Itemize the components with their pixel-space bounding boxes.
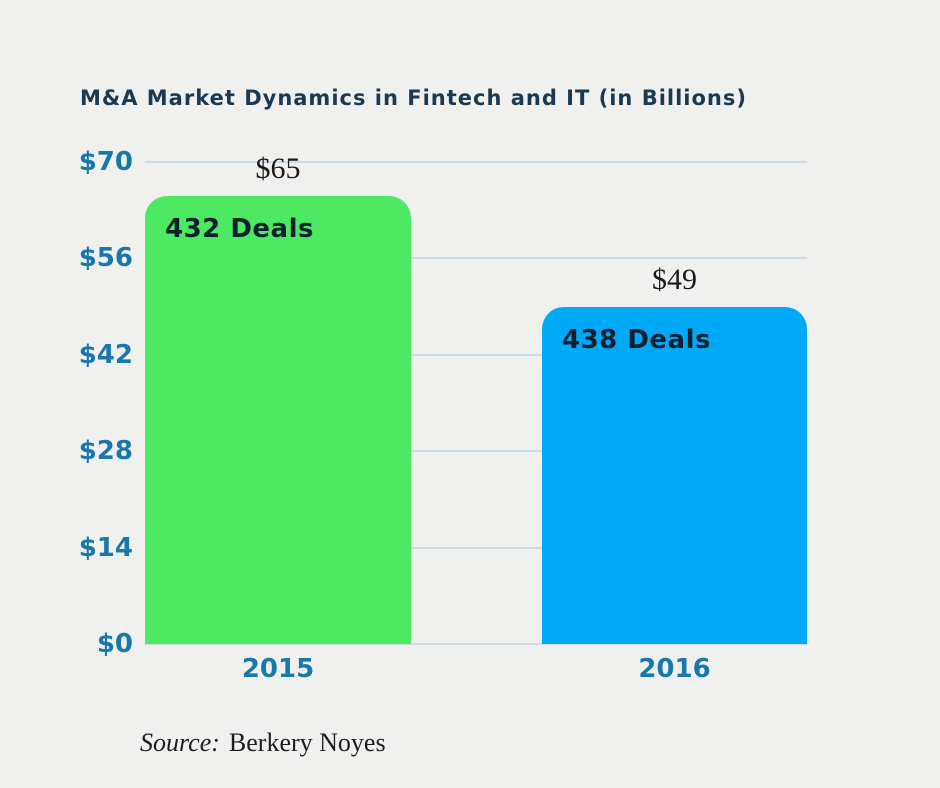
- y-tick-label: $28: [78, 436, 133, 467]
- bar-deals-label: 438 Deals: [562, 324, 711, 355]
- gridline: [145, 643, 807, 645]
- gridline: [145, 353, 807, 356]
- plot-area: 432 Deals $65 2015 438 Deals $49 2016: [145, 152, 807, 684]
- y-tick-label: $14: [78, 532, 133, 563]
- chart-title: M&A Market Dynamics in Fintech and IT (i…: [80, 86, 747, 110]
- gridline: [145, 546, 807, 549]
- bar-deals-label: 432 Deals: [165, 214, 314, 245]
- y-tick-label: $70: [78, 147, 133, 177]
- bar-2016: 438 Deals: [542, 306, 807, 644]
- y-axis: $70 $56 $42 $28 $14 $0: [0, 147, 133, 659]
- source-note: Source: Berkery Noyes: [140, 728, 386, 758]
- gridline: [145, 450, 807, 453]
- y-tick-label: $0: [96, 629, 133, 659]
- y-tick-label: $56: [78, 243, 133, 274]
- x-tick-label: 2016: [638, 654, 711, 684]
- source-prefix: Source:: [140, 728, 220, 757]
- source-text: Berkery Noyes: [228, 728, 386, 757]
- bar-value-label: $65: [255, 152, 301, 186]
- gridline: [145, 257, 807, 260]
- bar-2015: 432 Deals: [145, 196, 411, 644]
- x-tick-label: 2015: [241, 654, 315, 684]
- gridline: [145, 161, 807, 163]
- bar-value-label: $49: [652, 262, 697, 296]
- y-tick-label: $42: [78, 339, 133, 370]
